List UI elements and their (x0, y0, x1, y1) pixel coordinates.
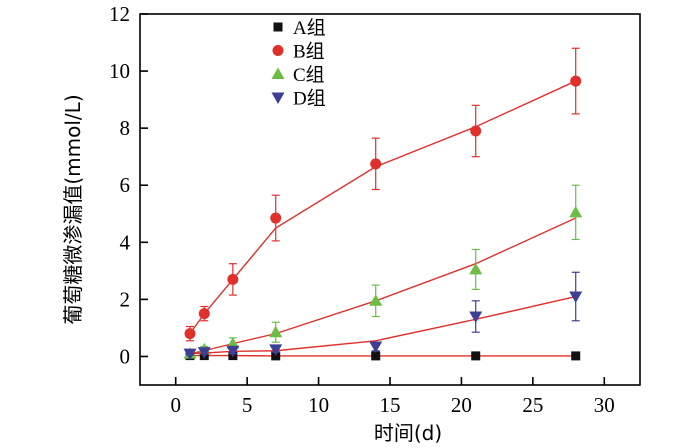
series-3-point (183, 348, 197, 361)
series-2-point (469, 262, 483, 275)
series-0 (185, 351, 581, 361)
x-tick-label-0: 0 (170, 393, 181, 417)
series-1 (184, 47, 582, 342)
x-tick-label-25: 25 (522, 393, 543, 417)
series-1-point (370, 158, 382, 170)
series-2 (183, 184, 583, 359)
x-tick-label-15: 15 (380, 393, 401, 417)
series-3-point (469, 311, 483, 324)
y-axis-label: 葡萄糖微渗漏值(mmol/L) (61, 94, 85, 324)
y-tick-label-12: 12 (109, 2, 130, 26)
series-2-point (569, 205, 583, 218)
legend-marker-2 (271, 67, 285, 79)
legend-label-1: B组 (293, 41, 325, 63)
legend-label-2: C组 (293, 64, 325, 86)
y-tick-label-8: 8 (120, 116, 131, 140)
series-1-point (227, 273, 239, 285)
series-1-point (570, 75, 582, 87)
series-3-point (569, 291, 583, 304)
series-3 (183, 271, 583, 361)
series-3-point (369, 341, 383, 353)
series-1-point (184, 328, 196, 340)
legend-label-3: D组 (293, 88, 326, 110)
series-3-point (197, 347, 211, 359)
series-2-point (269, 325, 283, 338)
y-tick-label-6: 6 (120, 173, 131, 197)
series-0-point (471, 351, 481, 361)
series-3-fit-line (189, 295, 576, 355)
x-tick-label-5: 5 (242, 393, 253, 417)
series-2-point (226, 337, 240, 349)
y-tick-label-2: 2 (120, 287, 131, 311)
x-tick-label-10: 10 (308, 393, 329, 417)
series-0-point (271, 351, 281, 361)
series-0-point (371, 351, 381, 361)
x-axis-label: 时间(d) (374, 421, 442, 445)
x-tick-label-20: 20 (451, 393, 472, 417)
y-tick-label-4: 4 (120, 230, 131, 254)
series-1-point (270, 212, 282, 224)
legend-label-0: A组 (293, 17, 326, 39)
series-3-point (226, 345, 240, 358)
series-3-point (269, 344, 283, 356)
series-1-fit-line (189, 80, 577, 335)
legend-marker-3 (271, 92, 285, 104)
legend-marker-0 (273, 22, 283, 32)
y-tick-label-10: 10 (109, 59, 130, 83)
series-1-point (470, 125, 482, 137)
plot-frame (139, 13, 641, 386)
legend-marker-1 (272, 45, 284, 56)
y-tick-label-0: 0 (120, 344, 131, 368)
series-2-point (369, 294, 383, 306)
series-2-fit-line (189, 217, 577, 355)
series-1-point (198, 308, 210, 320)
x-tick-label-30: 30 (594, 393, 615, 417)
series-0-point (571, 351, 581, 361)
